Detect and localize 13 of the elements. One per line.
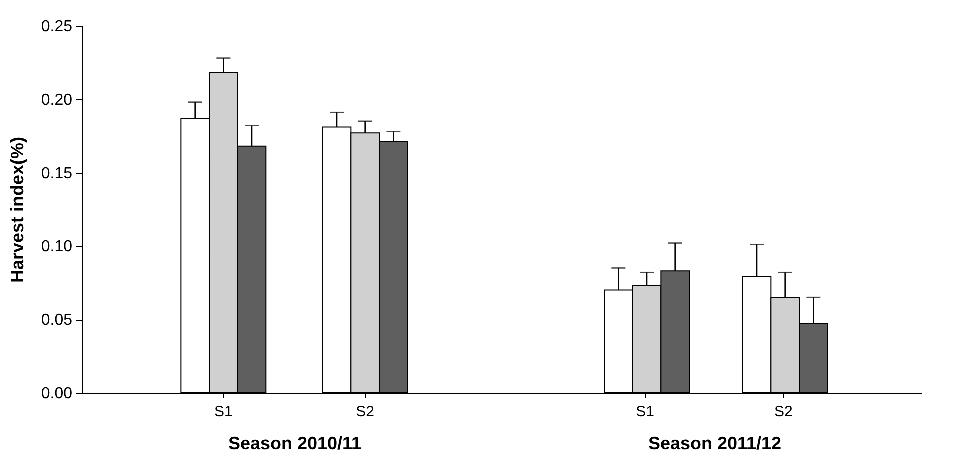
y-tick-label: 0.05 xyxy=(41,312,73,330)
y-tick-label: 0.00 xyxy=(41,386,73,402)
y-tick-label: 0.25 xyxy=(41,18,73,36)
y-tick-label: 0.20 xyxy=(41,92,73,109)
x-axis-title: Season 2010/11 xyxy=(228,434,362,454)
y-tick-label: 0.15 xyxy=(41,165,73,182)
x-tick-label: S1 xyxy=(636,404,655,420)
x-axis-title: Season 2011/12 xyxy=(648,434,782,454)
y-tick-label: 0.10 xyxy=(41,238,73,256)
x-tick-label: S2 xyxy=(356,404,375,420)
x-tick-label: S2 xyxy=(774,404,793,420)
x-tick-label: S1 xyxy=(214,404,233,420)
y-axis-title: Harvest index(%) xyxy=(7,136,28,284)
